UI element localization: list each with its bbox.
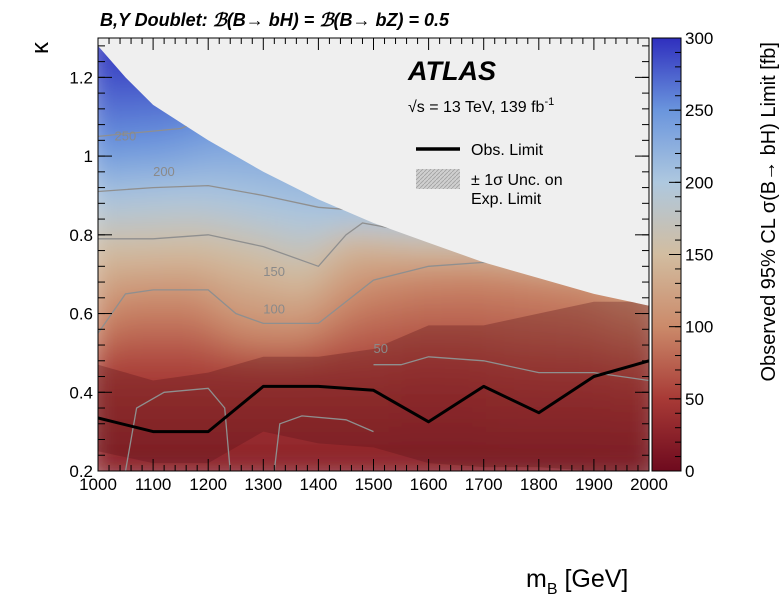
y-axis-title: κ [27,41,54,54]
y-tick-label: 0.4 [69,383,93,402]
x-tick-label: 1000 [79,475,117,494]
contour-label-250: 250 [115,128,137,143]
x-tick-label: 1200 [189,475,227,494]
colorbar-axis: 0 50 100 150 200 250 300 [669,29,713,481]
x-tick-label: 1900 [575,475,613,494]
x-axis-title-unit: [GeV] [558,565,629,593]
y-axis: 0.2 0.4 0.6 0.8 1 1.2 [69,45,649,481]
y-tick-label: 0.2 [69,462,93,481]
expected-limit-band [98,301,649,471]
legend-band-label-2: Exp. Limit [471,191,542,208]
contour-50 [273,415,374,471]
observed-limit-line [98,359,649,434]
contour-label-150: 150 [263,264,285,279]
y-tick-label: 0.8 [69,226,93,245]
experiment-label: ATLAS [407,56,496,86]
y-tick-label: 1.2 [69,68,93,87]
energy-label: √s = 13 TeV, 139 fb-1 [408,96,554,116]
x-tick-label: 2000 [630,475,668,494]
x-tick-label: 1600 [410,475,448,494]
x-axis-title-main: m [526,565,547,593]
contour-200 [98,184,369,212]
chart-title: B,Y Doublet: ℬ(B→ bH) = ℬ(B→ bZ) = 0.5 [100,10,450,30]
z-tick-label: 0 [685,462,694,481]
z-tick-label: 200 [685,173,713,192]
x-tick-label: 1400 [299,475,337,494]
contour-label-100: 100 [263,302,285,317]
x-axis: 1000 1100 1200 1300 1400 1500 1600 1700 1800 1900… [79,38,668,494]
z-axis-title: Observed 95% CL σ(B→ bH) Limit [fb] [758,42,780,382]
contour-label-200: 200 [153,164,175,179]
z-tick-label: 50 [685,390,704,409]
z-tick-label: 100 [685,318,713,337]
y-tick-label: 0.6 [69,305,93,324]
x-axis-title: mB [GeV] [526,565,628,597]
x-tick-label: 1500 [355,475,393,494]
legend-band-label: ± 1σ Unc. on [471,172,563,189]
x-tick-label: 1300 [244,475,282,494]
z-tick-label: 300 [685,29,713,48]
legend-band-swatch [416,169,460,189]
contour-label-50: 50 [374,341,388,356]
legend-obs-label: Obs. Limit [471,142,544,159]
x-axis-title-sub: B [547,581,558,597]
energy-label-text: √s = 13 TeV, 139 fb [408,99,545,116]
y-tick-label: 1 [84,147,93,166]
x-tick-label: 1800 [520,475,558,494]
z-tick-label: 150 [685,246,713,265]
x-tick-label: 1100 [135,475,172,494]
energy-label-superscript: -1 [544,96,554,108]
z-tick-label: 250 [685,101,713,120]
x-tick-label: 1700 [465,475,503,494]
contour-50 [373,356,649,382]
legend: Obs. Limit ± 1σ Unc. on Exp. Limit [416,142,563,208]
